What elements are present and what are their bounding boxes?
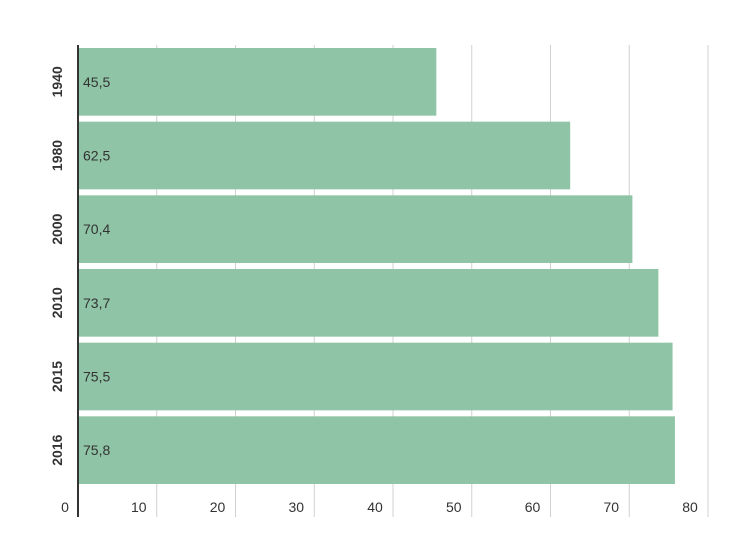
x-tick-label-50: 50 bbox=[446, 499, 462, 515]
x-tick-label-60: 60 bbox=[525, 499, 541, 515]
x-tick-label-30: 30 bbox=[288, 499, 304, 515]
data-label-2000: 70,4 bbox=[83, 221, 110, 237]
bar-2010 bbox=[78, 269, 659, 337]
bar-1940 bbox=[78, 48, 437, 116]
x-tick-label-10: 10 bbox=[131, 499, 147, 515]
data-label-2015: 75,5 bbox=[83, 369, 110, 385]
category-label-2000: 2000 bbox=[49, 213, 65, 244]
category-label-2016: 2016 bbox=[49, 434, 65, 465]
bar-2000 bbox=[78, 195, 633, 263]
category-label-1980: 1980 bbox=[49, 140, 65, 171]
x-tick-label-70: 70 bbox=[603, 499, 619, 515]
bar-2015 bbox=[78, 342, 673, 411]
labels: 45,5194062,5198070,4200073,7201075,52015… bbox=[49, 66, 698, 515]
bar-2016 bbox=[78, 416, 675, 484]
x-tick-label-80: 80 bbox=[682, 499, 698, 515]
category-label-2015: 2015 bbox=[49, 361, 65, 392]
bars bbox=[78, 48, 675, 484]
data-label-2016: 75,8 bbox=[83, 442, 110, 458]
x-tick-label-40: 40 bbox=[367, 499, 383, 515]
bar-1980 bbox=[78, 121, 571, 190]
category-label-1940: 1940 bbox=[49, 66, 65, 97]
x-tick-label-0: 0 bbox=[61, 499, 69, 515]
data-label-1980: 62,5 bbox=[83, 148, 110, 164]
data-label-2010: 73,7 bbox=[83, 295, 110, 311]
category-label-2010: 2010 bbox=[49, 287, 65, 318]
data-label-1940: 45,5 bbox=[83, 74, 110, 90]
x-tick-label-20: 20 bbox=[210, 499, 226, 515]
